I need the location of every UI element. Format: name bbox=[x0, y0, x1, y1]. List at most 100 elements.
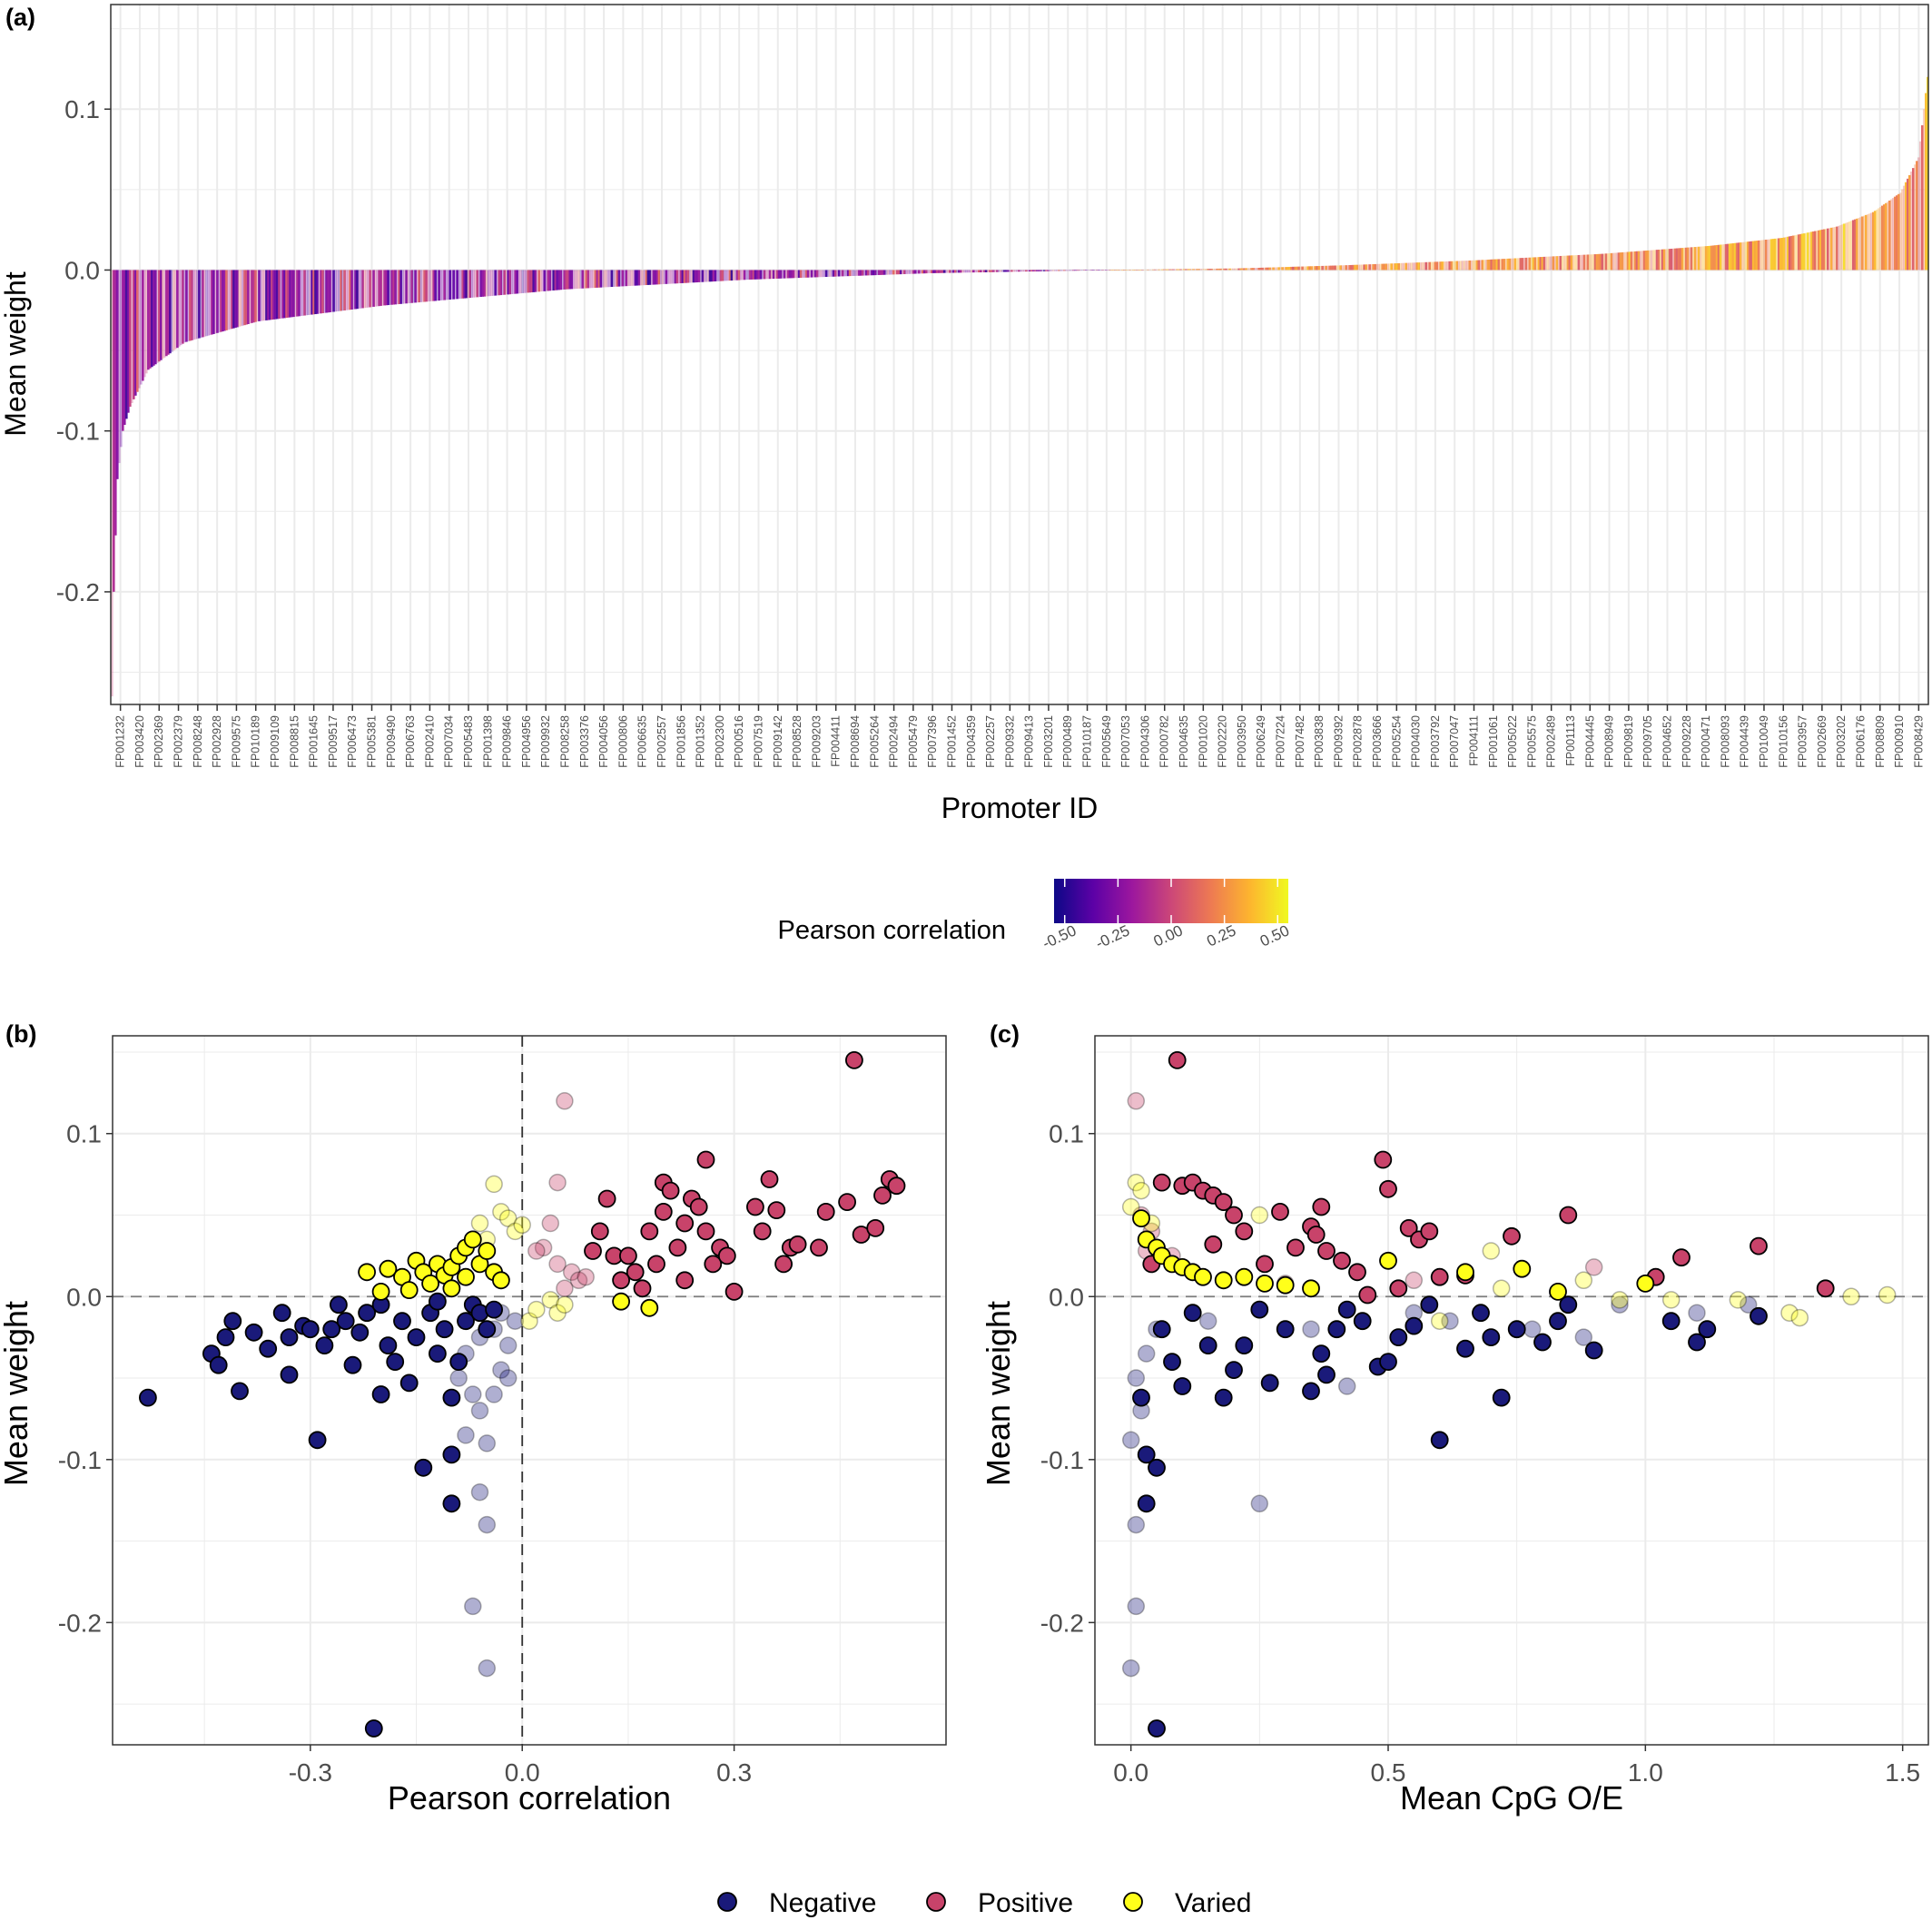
bar bbox=[884, 270, 888, 275]
bar bbox=[272, 270, 275, 320]
bar bbox=[862, 270, 866, 276]
bar bbox=[1452, 261, 1455, 271]
bar bbox=[790, 270, 794, 279]
bar bbox=[1568, 255, 1572, 271]
panel-b-point-negative bbox=[209, 1355, 228, 1374]
panel-c-point-negative bbox=[1456, 1339, 1474, 1358]
bar bbox=[1074, 270, 1077, 271]
bar bbox=[467, 270, 469, 299]
bar bbox=[1176, 269, 1178, 271]
panel-c-point-negative-faded bbox=[1739, 1295, 1758, 1314]
bar bbox=[656, 270, 659, 285]
bar bbox=[445, 270, 448, 300]
panel-c-point-varied bbox=[1256, 1275, 1274, 1293]
bar bbox=[1381, 263, 1384, 271]
panel-c-point-varied bbox=[1302, 1279, 1320, 1298]
panel-c-point-negative bbox=[1698, 1320, 1717, 1339]
panel-a-x-tick-label: FP006176 bbox=[1855, 715, 1868, 768]
bar bbox=[1691, 247, 1695, 271]
bar bbox=[338, 270, 340, 311]
bar bbox=[1842, 223, 1846, 271]
bar bbox=[1454, 261, 1457, 271]
panel-b-y-tick-label: 0.1 bbox=[66, 1120, 102, 1148]
bar bbox=[1185, 269, 1188, 271]
panel-b-point-varied-faded bbox=[541, 1291, 560, 1309]
bar bbox=[1434, 261, 1437, 271]
bar bbox=[245, 270, 248, 325]
panel-c-point-negative bbox=[1260, 1374, 1279, 1393]
panel-b-point-varied bbox=[371, 1283, 390, 1301]
bar bbox=[409, 270, 411, 303]
bar bbox=[1365, 264, 1367, 271]
bar bbox=[839, 270, 843, 277]
bar bbox=[1828, 228, 1831, 271]
bar bbox=[685, 270, 688, 283]
panel-c-point-varied bbox=[1235, 1267, 1254, 1286]
bar bbox=[1047, 270, 1050, 271]
bar bbox=[1653, 250, 1657, 271]
bar bbox=[236, 270, 239, 328]
panel-b-point-varied bbox=[612, 1292, 630, 1311]
panel-b-point-positive bbox=[717, 1246, 736, 1265]
bar bbox=[1319, 265, 1322, 271]
bar bbox=[367, 270, 370, 308]
bar bbox=[1628, 251, 1631, 271]
bar bbox=[1851, 220, 1855, 271]
bar bbox=[147, 270, 150, 370]
bar bbox=[1717, 244, 1720, 271]
bar bbox=[243, 270, 246, 326]
bar bbox=[1735, 242, 1739, 271]
bar bbox=[1277, 267, 1280, 271]
bar bbox=[719, 270, 723, 281]
bar bbox=[895, 270, 899, 275]
bar bbox=[134, 270, 137, 396]
bar bbox=[374, 270, 377, 307]
bar bbox=[458, 270, 460, 300]
bar bbox=[1406, 262, 1410, 271]
bar bbox=[654, 270, 657, 285]
bar bbox=[432, 270, 435, 301]
bar bbox=[532, 270, 536, 292]
bar bbox=[214, 270, 217, 334]
bar bbox=[1310, 266, 1313, 271]
bar bbox=[1435, 261, 1439, 271]
bar bbox=[797, 270, 801, 279]
bar bbox=[447, 270, 449, 300]
bar bbox=[1461, 261, 1464, 271]
bar bbox=[1343, 265, 1346, 271]
bar bbox=[614, 270, 617, 287]
bar bbox=[1263, 267, 1266, 271]
bar bbox=[1150, 269, 1153, 271]
bar bbox=[821, 270, 824, 278]
bar bbox=[256, 270, 259, 322]
bar bbox=[990, 270, 993, 272]
bar bbox=[1789, 235, 1793, 271]
bar bbox=[567, 270, 570, 290]
bar bbox=[1631, 251, 1635, 271]
bar bbox=[1512, 258, 1515, 271]
bar bbox=[824, 270, 828, 278]
bar bbox=[726, 270, 730, 281]
bar bbox=[327, 270, 330, 313]
bar bbox=[472, 270, 475, 298]
bar bbox=[908, 270, 912, 274]
bar bbox=[114, 270, 117, 536]
bar bbox=[881, 270, 884, 275]
bar bbox=[1601, 253, 1604, 271]
bar bbox=[1562, 255, 1566, 271]
panel-b-point-negative-faded bbox=[464, 1385, 482, 1403]
bar bbox=[650, 270, 654, 285]
bar bbox=[196, 270, 199, 340]
bar bbox=[138, 270, 141, 389]
bar bbox=[232, 270, 235, 329]
panel-c-y-tick-label: 0.1 bbox=[1049, 1120, 1084, 1148]
bar bbox=[1308, 266, 1311, 271]
bar bbox=[494, 270, 498, 296]
bar bbox=[853, 270, 857, 276]
bar bbox=[1475, 260, 1479, 271]
bar bbox=[552, 270, 556, 290]
legend: Negative Positive Varied bbox=[717, 1888, 1252, 1918]
bar bbox=[1201, 269, 1204, 271]
bar bbox=[165, 270, 168, 357]
bar bbox=[610, 270, 614, 288]
